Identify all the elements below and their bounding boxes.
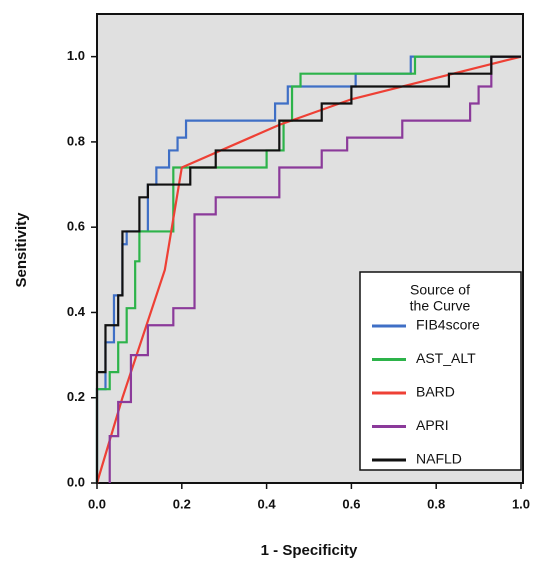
roc-line bbox=[95, 55, 521, 483]
roc-line bbox=[108, 55, 521, 483]
legend-label: NAFLD bbox=[416, 451, 462, 467]
legend-label: FIB4score bbox=[416, 317, 480, 333]
y-tick-label: 0.8 bbox=[67, 133, 85, 148]
legend bbox=[359, 271, 522, 471]
x-axis-label: 1 - Specificity bbox=[261, 542, 358, 559]
y-tick-label: 0.6 bbox=[67, 219, 85, 234]
x-tick-label: 0.8 bbox=[427, 496, 445, 511]
x-tick-label: 0.2 bbox=[173, 496, 191, 511]
x-tick-label: 0.0 bbox=[88, 496, 106, 511]
legend-label: APRI bbox=[416, 417, 449, 433]
roc-line bbox=[95, 55, 522, 484]
x-tick-label: 0.6 bbox=[342, 496, 360, 511]
y-axis-label: Sensitivity bbox=[13, 212, 30, 288]
y-tick-label: 0.4 bbox=[67, 304, 86, 319]
y-tick-label: 0.2 bbox=[67, 389, 85, 404]
legend-title: the Curve bbox=[410, 298, 471, 314]
x-tick-label: 1.0 bbox=[512, 496, 530, 511]
legend-title: Source of bbox=[410, 282, 470, 298]
roc-line bbox=[95, 55, 521, 483]
y-tick-label: 1.0 bbox=[67, 48, 85, 63]
legend-label: AST_ALT bbox=[416, 350, 476, 366]
y-tick-label: 0.0 bbox=[67, 474, 85, 489]
roc-line bbox=[95, 55, 521, 483]
x-tick-label: 0.4 bbox=[258, 496, 277, 511]
legend-label: BARD bbox=[416, 384, 455, 400]
